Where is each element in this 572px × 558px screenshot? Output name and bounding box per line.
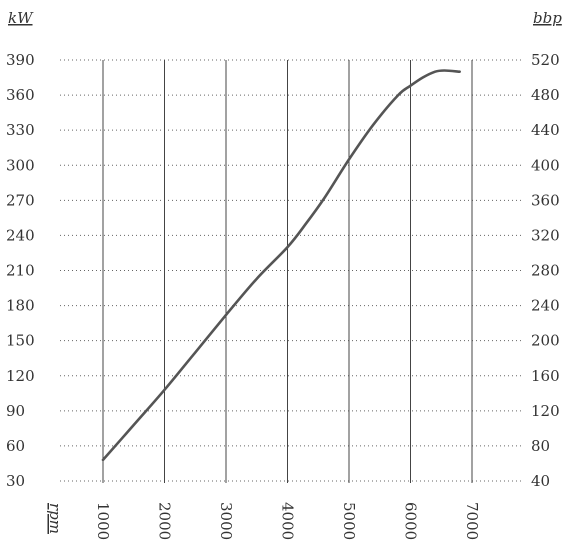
y-left-unit-label: kW [8,9,34,27]
series-line-0 [101,69,461,462]
y-right-tick-3: 160 [531,367,560,385]
y-right-tick-10: 440 [531,121,560,139]
y-left-tick-6: 210 [6,262,35,280]
grid-lines [60,59,522,483]
y-left-tick-11: 360 [6,86,35,104]
y-left-tick-labels: 30 60 90 120 150 180 210 240 270 300 330 360 390 [6,51,35,490]
y-left-tick-7: 240 [6,226,35,244]
y-left-tick-9: 300 [6,156,35,174]
x-tick-6: 7000 [463,502,481,540]
x-tick-1: 2000 [156,502,174,540]
y-left-tick-4: 150 [6,332,35,350]
y-left-tick-12: 390 [6,51,35,69]
y-right-tick-7: 320 [531,226,560,244]
y-right-tick-8: 360 [531,191,560,209]
y-right-tick-9: 400 [531,156,560,174]
x-tick-4: 5000 [340,502,358,540]
y-right-tick-5: 240 [531,297,560,315]
y-left-tick-8: 270 [6,191,35,209]
y-right-tick-4: 200 [531,332,560,350]
y-right-tick-1: 80 [531,437,550,455]
x-tick-5: 6000 [402,502,420,540]
x-tick-0: 1000 [94,502,112,540]
y-right-tick-12: 520 [531,51,560,69]
y-right-tick-labels: 40 80 120 160 200 240 280 320 360 400 440 480 520 [531,51,560,490]
x-unit-label: rpm [46,503,64,534]
x-tick-3: 4000 [279,502,297,540]
y-left-tick-5: 180 [6,297,35,315]
y-right-tick-0: 40 [531,472,550,490]
y-left-tick-3: 120 [6,367,35,385]
y-left-tick-1: 60 [6,437,25,455]
y-right-tick-11: 480 [531,86,560,104]
y-right-tick-2: 120 [531,402,560,420]
y-left-tick-10: 330 [6,121,35,139]
x-tick-2: 3000 [217,502,235,540]
series-group [101,69,461,462]
y-right-unit-label: bbp [533,9,562,27]
y-left-tick-0: 30 [6,472,25,490]
x-tick-labels: 1000 2000 3000 4000 5000 6000 7000 [94,502,481,540]
y-left-tick-2: 90 [6,402,25,420]
y-right-tick-6: 280 [531,262,560,280]
